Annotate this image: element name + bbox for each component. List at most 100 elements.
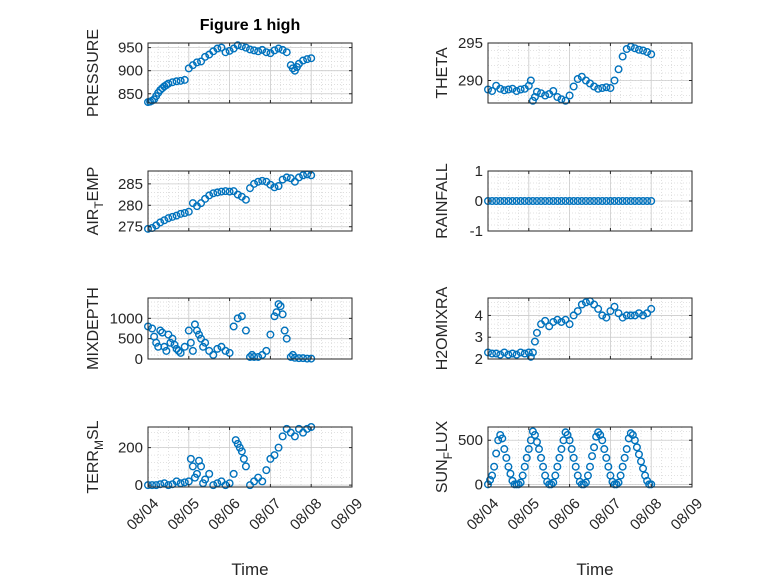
sun-flux-data-point — [600, 445, 609, 454]
terr-msl-data-point — [250, 477, 259, 486]
h2omixra-data-point — [557, 317, 566, 326]
theta-data-point — [532, 87, 541, 96]
y-tick-label: 900 — [118, 63, 143, 80]
terr-msl-data-point — [186, 454, 195, 463]
x-tick-label: 08/06 — [545, 495, 584, 534]
rainfall-data-point — [537, 196, 546, 205]
y-axis-label-rainfall: RAINFALL — [434, 163, 451, 239]
h2omixra-data-point — [594, 304, 603, 313]
theta-data-point — [610, 76, 619, 85]
sun-flux-data-point — [518, 471, 527, 480]
y-axis-label-mixdepth: MIXDEPTH — [85, 287, 102, 370]
y-axis-label-theta: THETA — [434, 47, 451, 99]
figure-title: Figure 1 high — [200, 17, 300, 34]
pressure-data-point — [221, 48, 230, 57]
y-tick-label: 3 — [475, 329, 483, 346]
theta-data-point — [500, 86, 509, 95]
x-tick-label: 08/05 — [164, 495, 203, 534]
y-tick-label: 0 — [135, 351, 143, 368]
rainfall-data-point — [634, 196, 643, 205]
h2omixra-data-point — [488, 349, 497, 358]
h2omixra-data-point — [541, 316, 550, 325]
pressure-data-point — [164, 79, 173, 88]
sun-flux-data-point — [530, 430, 539, 439]
sun-flux-data-point — [520, 462, 529, 471]
subplot-h2omixra: 2 3 4 H2OMIXRA — [434, 286, 693, 370]
sun-flux-data-point — [549, 478, 558, 487]
terr-msl-data-point — [274, 443, 283, 452]
mixdepth-data-point — [172, 344, 181, 353]
sun-flux-data-point — [581, 478, 590, 487]
sun-flux-data-point — [630, 436, 639, 445]
subplot-sun-flux: 0 500 08/04 08/05 08/06 08/07 08/08 08/09 SUNFLU… — [434, 421, 706, 534]
theta-data-point — [614, 65, 623, 74]
sun-flux-data-point — [622, 445, 631, 454]
sun-flux-data-point — [565, 436, 574, 445]
pressure-data-point — [225, 46, 234, 55]
y-axis-label-pressure: PRESSURE — [85, 29, 102, 117]
y-axis-label-sun-flux: SUNFLUX — [434, 421, 455, 494]
pressure-data-point — [303, 55, 312, 64]
subplot-theta: 290 295 THETA — [434, 35, 693, 105]
rainfall-data-point — [561, 196, 570, 205]
pressure-data-point — [278, 45, 287, 54]
mixdepth-data-point — [266, 330, 275, 339]
mixdepth-data-point — [217, 342, 226, 351]
h2omixra-data-point — [630, 311, 639, 320]
theta-data-point — [549, 86, 558, 95]
pressure-data-point — [233, 41, 242, 50]
theta-data-point — [630, 44, 639, 53]
x-tick-label: 08/06 — [205, 495, 244, 534]
terr-msl-data-point — [262, 466, 271, 475]
h2omixra-data-point — [639, 311, 648, 320]
sun-flux-data-point — [547, 480, 556, 489]
mixdepth-data-point — [148, 324, 157, 333]
theta-data-point — [602, 83, 611, 92]
terr-msl-data-point — [258, 477, 267, 486]
h2omixra-data-point — [553, 315, 562, 324]
sun-flux-data-point — [516, 478, 525, 487]
rainfall-data-point — [532, 196, 541, 205]
h2omixra-data-point — [598, 311, 607, 320]
rainfall-data-point — [626, 196, 635, 205]
pressure-data-point — [217, 43, 226, 52]
terr-msl-data-point — [254, 473, 263, 482]
mixdepth-data-point — [276, 302, 285, 311]
theta-data-point — [516, 85, 525, 94]
rainfall-data-point — [553, 196, 562, 205]
sun-flux-data-point — [553, 462, 562, 471]
h2omixra-data-point — [492, 349, 501, 358]
y-tick-label: -1 — [470, 223, 483, 240]
air-temp-data-point — [197, 199, 206, 208]
air-temp-data-point — [299, 171, 308, 180]
x-axis-label-right: Time — [576, 560, 613, 579]
sun-flux-data-point — [500, 445, 509, 454]
theta-data-point — [647, 50, 656, 59]
theta-data-point — [526, 76, 535, 85]
mixdepth-data-point — [290, 353, 299, 362]
terr-msl-data-point — [229, 469, 238, 478]
h2omixra-data-point — [634, 309, 643, 318]
pressure-data-point — [176, 76, 185, 85]
sun-flux-data-point — [486, 475, 495, 484]
rainfall-data-point — [581, 196, 590, 205]
sun-flux-data-point — [618, 462, 627, 471]
mixdepth-data-point — [201, 338, 210, 347]
air-temp-data-point — [254, 177, 263, 186]
sun-flux-data-point — [604, 462, 613, 471]
subplot-pressure: 850 900 950 PRESSURE — [85, 29, 353, 117]
theta-data-point — [569, 82, 578, 91]
h2omixra-data-point — [545, 322, 554, 331]
rainfall-data-point — [500, 196, 509, 205]
theta-data-point — [594, 84, 603, 93]
terr-msl-data-point — [201, 475, 210, 484]
mixdepth-data-point — [241, 326, 250, 335]
sun-flux-data-point — [579, 480, 588, 489]
air-temp-data-point — [233, 190, 242, 199]
sun-flux-data-point — [532, 438, 541, 447]
air-temp-data-point — [180, 208, 189, 217]
terr-msl-data-point — [172, 477, 181, 486]
h2omixra-data-point — [500, 348, 509, 357]
subplot-grid: 850 900 950 PRESSURE 290 295 THETA 275 280 285 AIR… — [85, 29, 706, 534]
